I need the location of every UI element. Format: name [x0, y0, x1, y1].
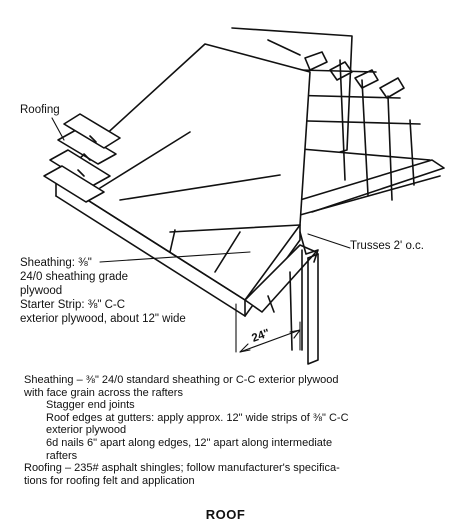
eave-fascia	[244, 231, 319, 365]
label-trusses: Trusses 2' o.c.	[350, 240, 424, 252]
label-sheathing-grade: 24/0 sheathing grade	[20, 271, 129, 283]
note-line: tions for roofing felt and application	[24, 474, 195, 487]
roofing-shingles	[43, 113, 121, 203]
note-line: with face grain across the rafters	[24, 386, 183, 399]
note-line: Roofing – 235# asphalt shingles; follow …	[24, 462, 340, 475]
note-line: Roof edges at gutters: apply approx. 12"…	[46, 411, 349, 424]
label-sheathing: Sheathing: ⅜"	[20, 257, 92, 269]
roof-construction-drawing	[43, 27, 445, 365]
note-line: Stagger end joints	[46, 399, 135, 412]
label-starter-strip: Starter Strip: ⅜" C-C	[20, 299, 126, 311]
page-title: ROOF	[205, 507, 246, 522]
note-line: Sheathing – ⅜" 24/0 standard sheathing o…	[24, 374, 339, 386]
note-line: 6d nails 6" apart along edges, 12" apart…	[46, 436, 333, 449]
label-plywood: plywood	[20, 285, 63, 297]
construction-notes: Sheathing – ⅜" 24/0 standard sheathing o…	[24, 374, 444, 487]
note-line: rafters	[46, 449, 78, 462]
roof-sheathing-panels	[55, 43, 311, 317]
label-roofing: Roofing	[20, 104, 60, 116]
leader-lines	[51, 117, 351, 353]
label-exterior-plywood: exterior plywood, about 12" wide	[20, 313, 186, 325]
note-line: exterior plywood	[46, 424, 127, 437]
